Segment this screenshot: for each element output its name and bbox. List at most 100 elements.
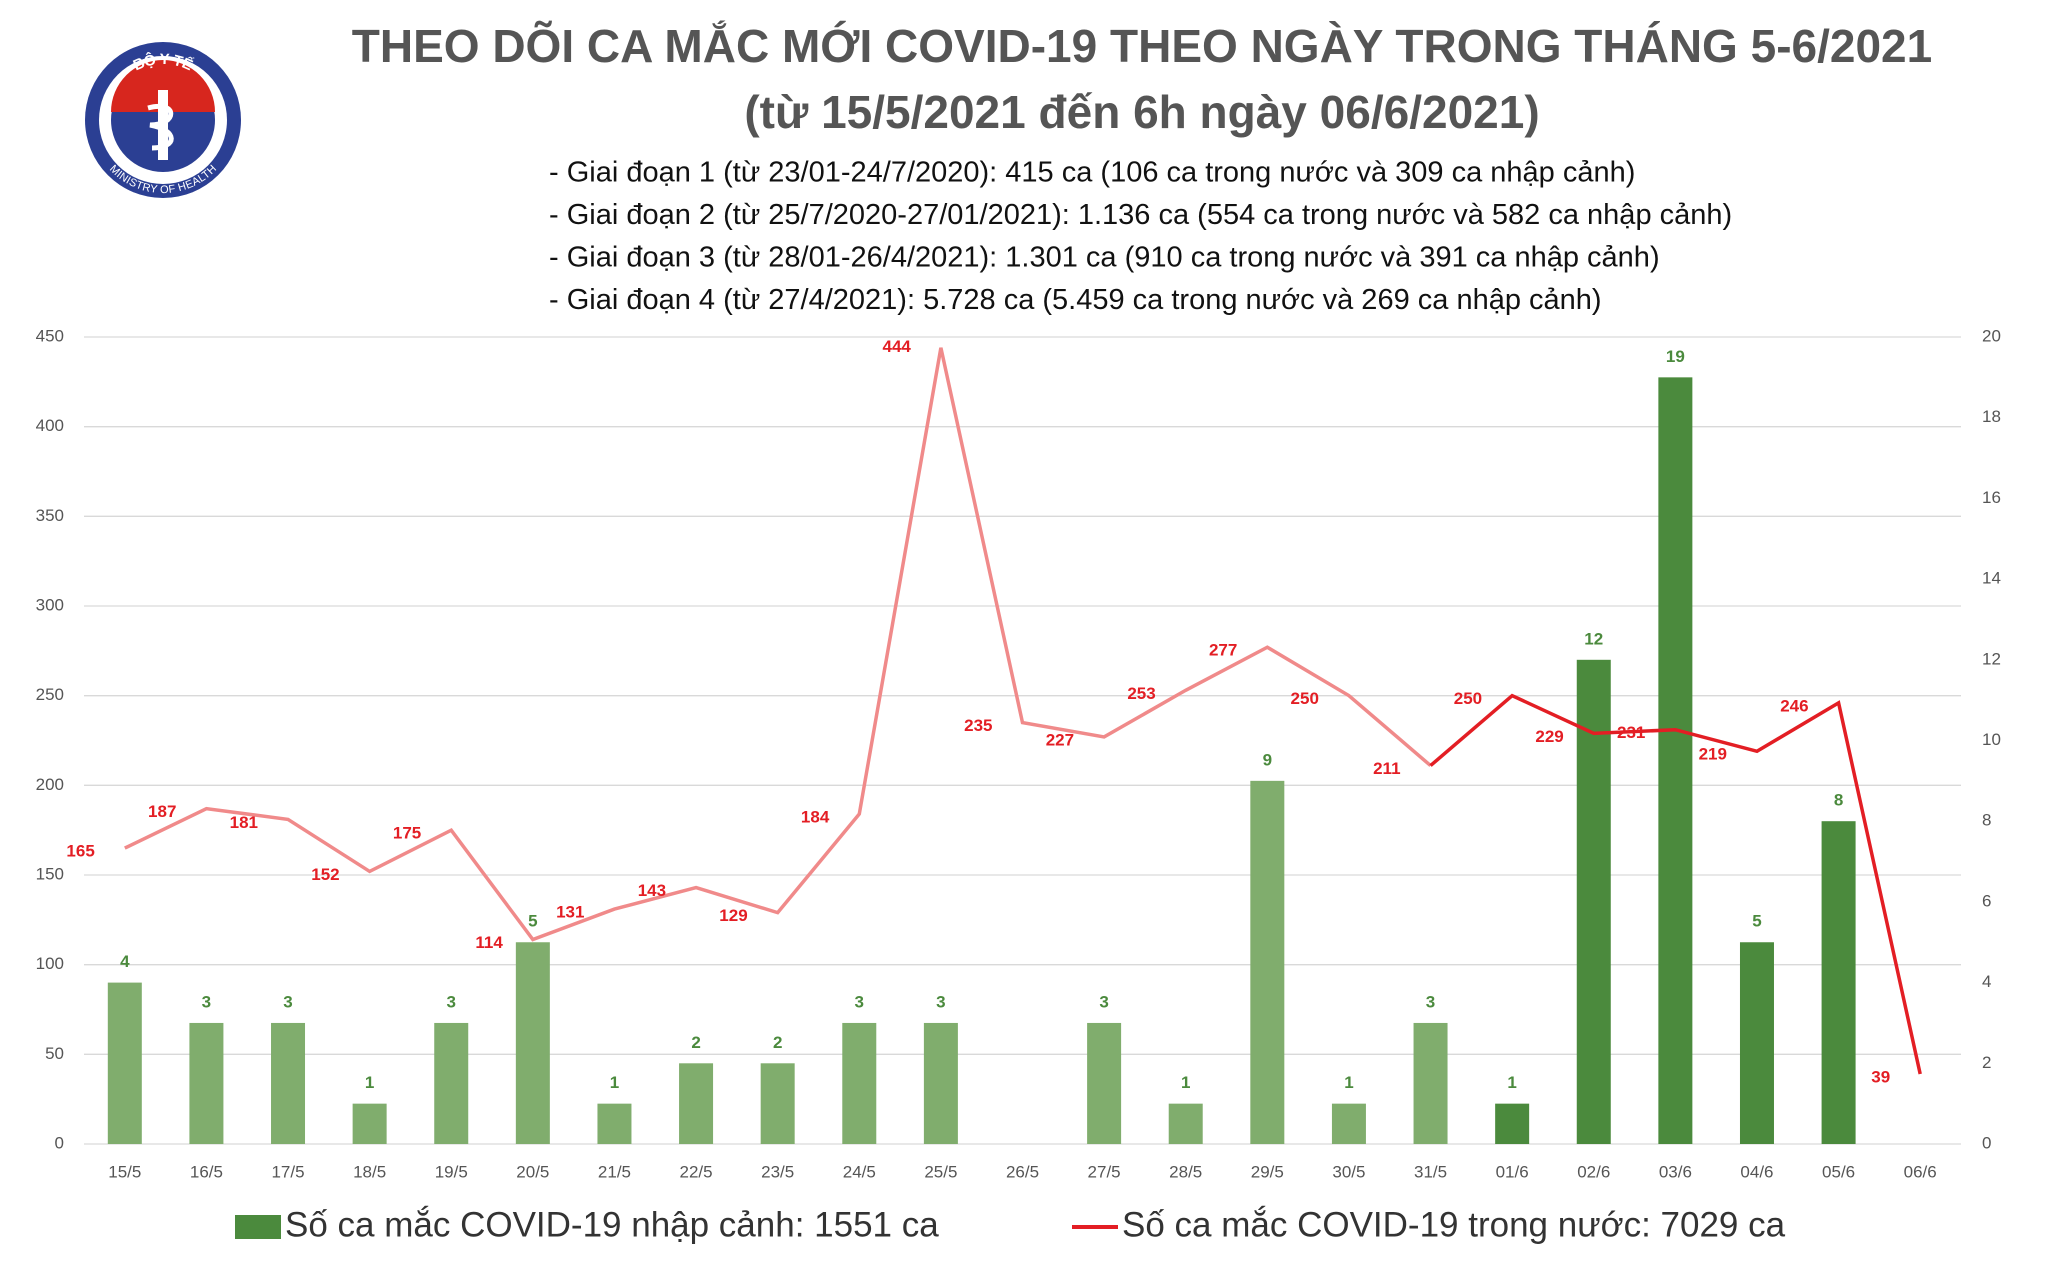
bar-label: 1 <box>365 1073 374 1092</box>
bar-label: 3 <box>936 992 945 1011</box>
bar-label: 12 <box>1584 629 1603 648</box>
x-tick-label: 05/6 <box>1822 1162 1855 1181</box>
bar <box>107 982 142 1144</box>
y2-tick-label: 4 <box>1982 972 1991 991</box>
bar <box>1576 659 1611 1144</box>
bar-label: 1 <box>1507 1073 1516 1092</box>
x-tick-label: 28/5 <box>1169 1162 1202 1181</box>
subtitle: - Giai đoạn 3 (từ 28/01-26/4/2021): 1.30… <box>549 242 1660 274</box>
line-label: 114 <box>475 933 503 952</box>
y-tick-label: 300 <box>36 595 64 614</box>
x-tick-label: 01/6 <box>1496 1162 1529 1181</box>
logo: BỘ Y TẾ MINISTRY OF HEALTH <box>85 42 241 198</box>
chart-title: THEO DÕI CA MẮC MỚI COVID-19 THEO NGÀY T… <box>352 20 1932 72</box>
y-tick-label: 150 <box>36 864 64 883</box>
bar <box>515 942 550 1144</box>
bar <box>1413 1022 1448 1144</box>
y2-tick-label: 14 <box>1982 569 2001 588</box>
bar <box>1168 1103 1203 1144</box>
line-label: 129 <box>719 906 747 925</box>
line-label: 187 <box>148 802 176 821</box>
subtitle: - Giai đoạn 2 (từ 25/7/2020-27/01/2021):… <box>549 199 1732 231</box>
x-tick-label: 24/5 <box>843 1162 876 1181</box>
line-label: 250 <box>1291 689 1319 708</box>
x-tick-label: 18/5 <box>353 1162 386 1181</box>
line-label: 152 <box>311 865 339 884</box>
line-label: 131 <box>556 903 584 922</box>
y2-tick-label: 16 <box>1982 488 2001 507</box>
bar-label: 1 <box>1344 1073 1353 1092</box>
legend-label: Số ca mắc COVID-19 trong nước: 7029 ca <box>1122 1205 1786 1244</box>
x-tick-label: 06/6 <box>1904 1162 1937 1181</box>
bar <box>597 1103 632 1144</box>
bar <box>189 1022 224 1144</box>
y2-tick-label: 12 <box>1982 649 2001 668</box>
subtitle: - Giai đoạn 1 (từ 23/01-24/7/2020): 415 … <box>549 157 1635 189</box>
bar <box>1087 1022 1122 1144</box>
x-tick-label: 15/5 <box>108 1162 141 1181</box>
bar <box>679 1063 714 1144</box>
x-tick-label: 23/5 <box>761 1162 794 1181</box>
bar-label: 9 <box>1263 750 1272 769</box>
bar-label: 3 <box>202 992 211 1011</box>
line-label: 219 <box>1699 745 1727 764</box>
bar <box>760 1063 795 1144</box>
line-label: 229 <box>1535 727 1563 746</box>
line-label: 231 <box>1617 723 1645 742</box>
legend-label: Số ca mắc COVID-19 nhập cảnh: 1551 ca <box>285 1205 939 1244</box>
y-tick-label: 0 <box>55 1133 64 1152</box>
bar <box>923 1022 958 1144</box>
x-tick-label: 29/5 <box>1251 1162 1284 1181</box>
line-label: 181 <box>230 813 258 832</box>
x-tick-label: 17/5 <box>271 1162 304 1181</box>
x-tick-label: 16/5 <box>190 1162 223 1181</box>
bar-label: 3 <box>283 992 292 1011</box>
bar-label: 4 <box>120 952 130 971</box>
y-tick-label: 450 <box>36 326 64 345</box>
legend-swatch <box>235 1215 281 1239</box>
x-tick-label: 21/5 <box>598 1162 631 1181</box>
line-label: 175 <box>393 824 421 843</box>
y-tick-label: 200 <box>36 775 64 794</box>
bar-label: 2 <box>773 1033 782 1052</box>
line-label: 211 <box>1373 759 1400 778</box>
x-tick-label: 04/6 <box>1740 1162 1773 1181</box>
line-label: 253 <box>1127 684 1155 703</box>
bar-label: 19 <box>1666 347 1685 366</box>
bar-label: 8 <box>1834 791 1843 810</box>
line <box>1429 693 1922 1075</box>
bar <box>271 1022 306 1144</box>
bar <box>1821 821 1856 1144</box>
line-label: 39 <box>1871 1068 1890 1087</box>
bar-label: 3 <box>1426 992 1435 1011</box>
x-tick-label: 03/6 <box>1659 1162 1692 1181</box>
line-label: 444 <box>883 337 912 356</box>
y-tick-label: 100 <box>36 954 64 973</box>
line-label: 184 <box>801 808 830 827</box>
x-tick-label: 02/6 <box>1577 1162 1610 1181</box>
line-label: 165 <box>66 842 94 861</box>
x-tick-label: 27/5 <box>1088 1162 1121 1181</box>
line-label: 235 <box>964 716 992 735</box>
bar-label: 5 <box>528 912 537 931</box>
y-tick-label: 350 <box>36 506 64 525</box>
bar-label: 3 <box>1099 992 1108 1011</box>
line-label: 246 <box>1780 696 1808 715</box>
x-tick-label: 25/5 <box>924 1162 957 1181</box>
y2-tick-label: 6 <box>1982 891 1991 910</box>
bar-label: 3 <box>447 992 456 1011</box>
line-label: 277 <box>1209 641 1237 660</box>
bar <box>1658 377 1693 1145</box>
y2-tick-label: 20 <box>1982 326 2001 345</box>
x-tick-label: 30/5 <box>1332 1162 1365 1181</box>
x-tick-label: 20/5 <box>516 1162 549 1181</box>
y-tick-label: 250 <box>36 685 64 704</box>
bar-label: 1 <box>1181 1073 1190 1092</box>
y2-tick-label: 8 <box>1982 811 1991 830</box>
x-tick-label: 22/5 <box>680 1162 713 1181</box>
x-tick-label: 19/5 <box>435 1162 468 1181</box>
x-tick-label: 26/5 <box>1006 1162 1039 1181</box>
y2-tick-label: 2 <box>1982 1053 1991 1072</box>
y2-tick-label: 10 <box>1982 730 2001 749</box>
